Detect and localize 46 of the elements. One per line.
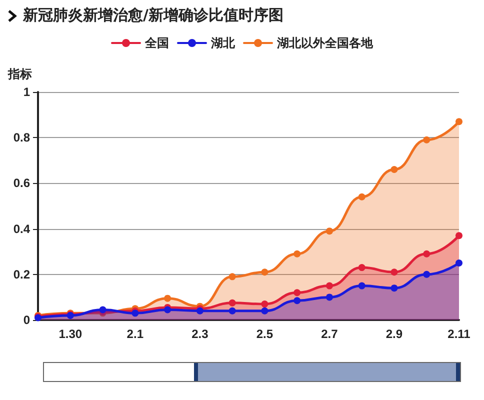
point [390,268,398,276]
point [326,282,333,290]
legend-label: 湖北 [210,36,236,50]
point [358,264,366,272]
chart-title: 新冠肺炎新增治愈/新增确诊比值时序图 [23,6,284,25]
point [423,270,430,278]
y-tick-label: 0.2 [13,267,30,282]
y-axis-title: 指标 [7,67,32,81]
point [326,228,333,235]
legend-label: 湖北以外全国各地 [276,36,374,50]
x-tick-label: 1.30 [58,327,82,341]
x-tick-label: 2.9 [386,327,403,341]
point [390,284,398,292]
point [164,306,172,314]
point [456,260,462,266]
point [261,307,268,314]
point [358,193,366,200]
x-tick-label: 2.5 [256,327,274,341]
y-tick-label: 0.8 [13,130,30,145]
point [228,307,236,314]
point [390,166,398,174]
point [456,118,462,126]
y-tick-label: 1 [23,85,30,99]
y-tick-label: 0.6 [13,176,30,190]
point [228,299,236,306]
point [261,300,268,308]
y-tick-label: 0 [23,313,30,327]
point [294,297,301,304]
x-tick-label: 2.3 [192,327,209,341]
point [228,273,236,280]
point [164,294,172,302]
legend-label: 全国 [144,36,169,50]
point [423,250,430,258]
x-tick-label: 2.1 [126,327,144,341]
point [358,282,366,290]
point [456,232,462,240]
point [99,306,106,314]
point [132,310,139,317]
point [423,136,430,144]
x-tick-label: 2.11 [448,327,471,341]
x-tick-label: 2.7 [321,327,338,341]
point [326,294,333,301]
point [294,289,301,296]
point [294,250,301,258]
y-tick-label: 0.4 [13,222,30,236]
point [261,268,268,276]
